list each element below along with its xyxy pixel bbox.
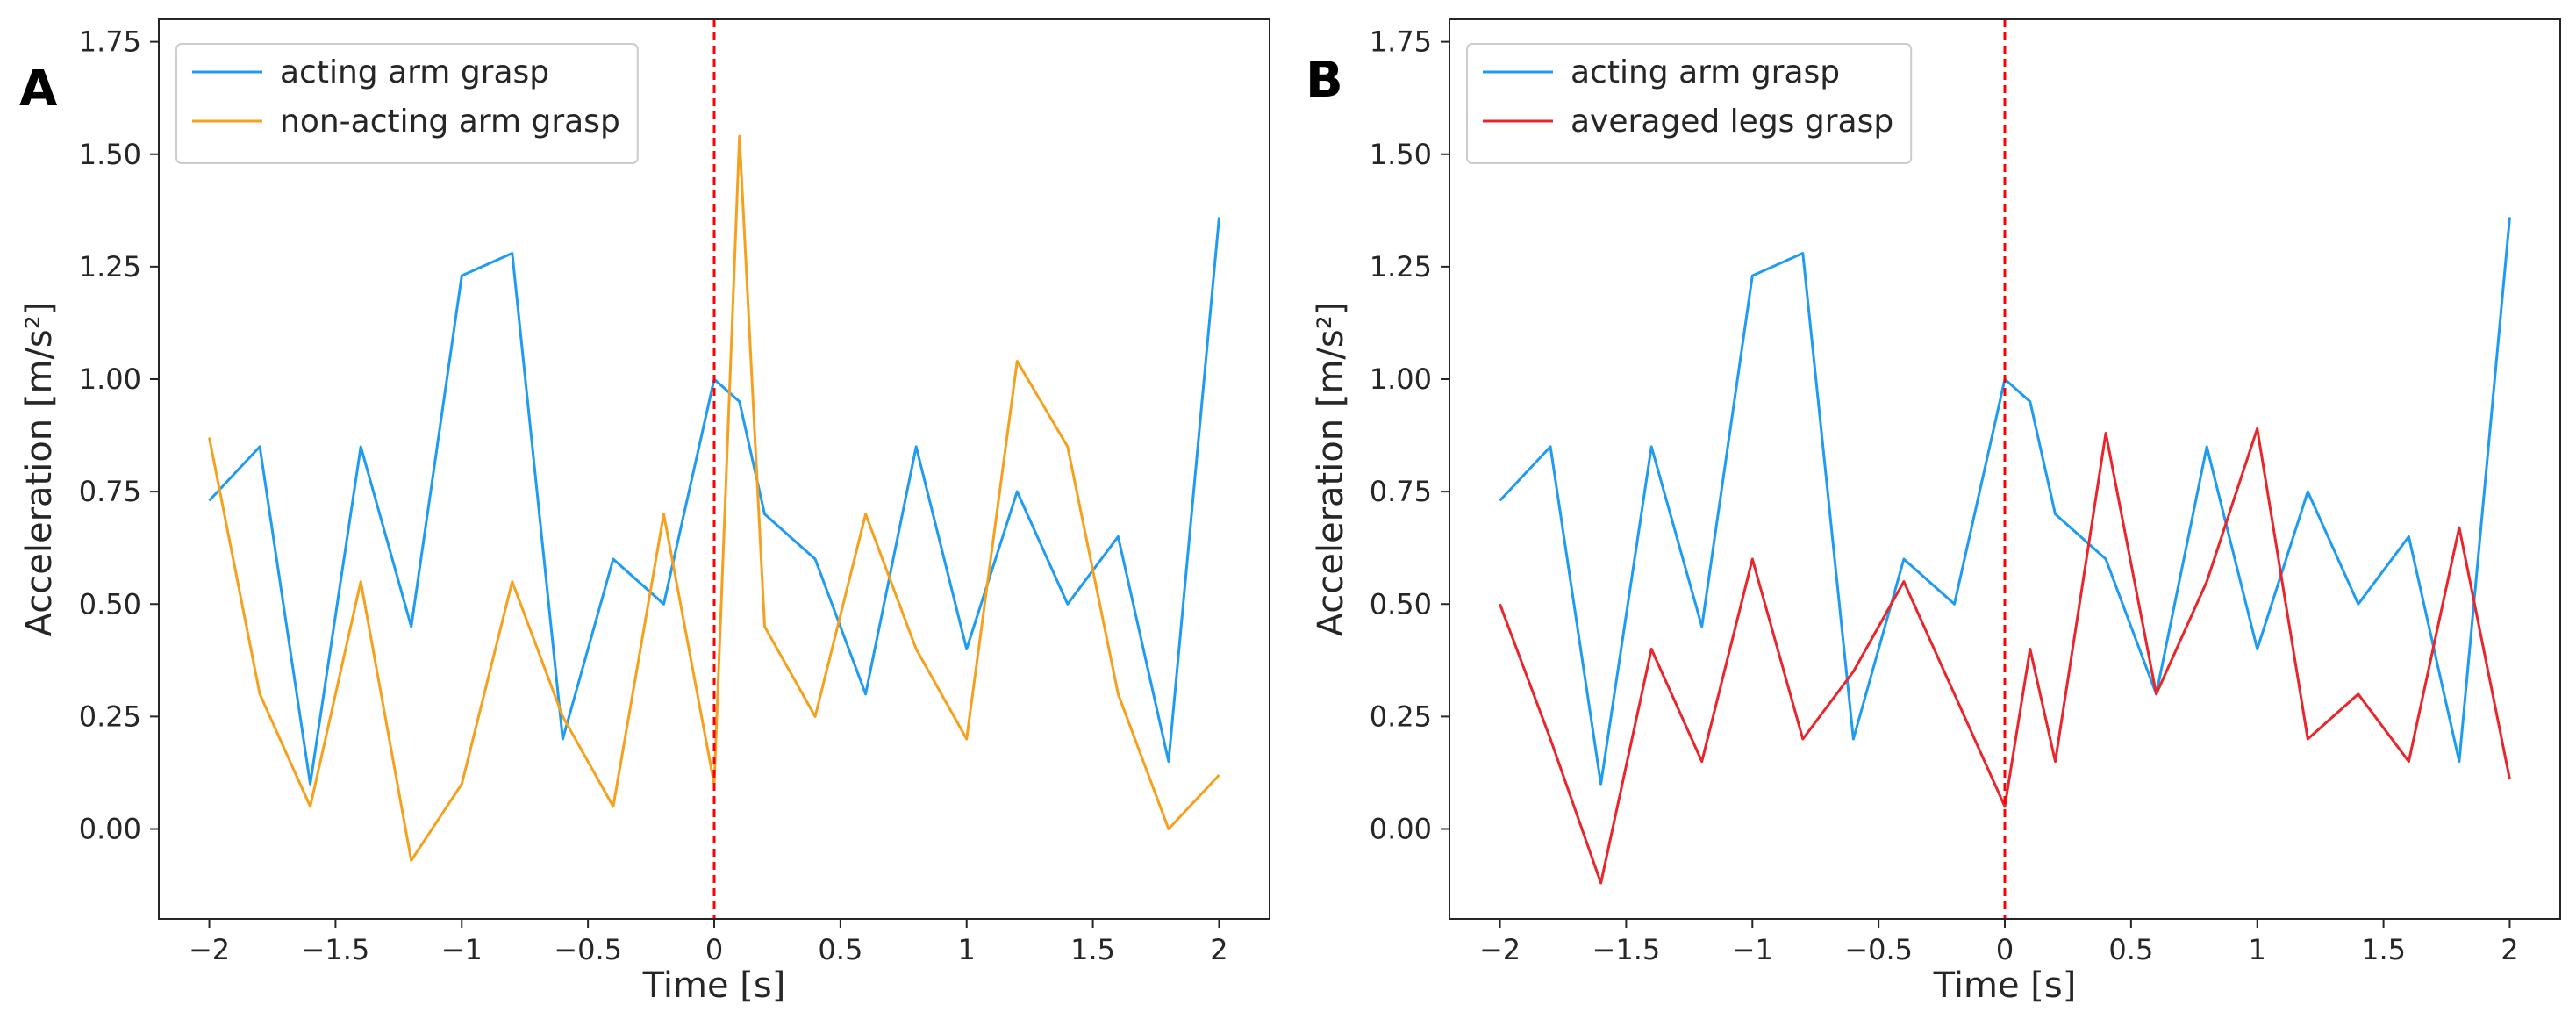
legend-entry: averaged legs grasp [1571, 104, 1893, 140]
x-tick-label: −1 [441, 933, 483, 966]
x-axis-label: Time [s] [1933, 965, 2077, 1006]
x-tick-label: −2 [1479, 933, 1521, 966]
y-tick-label: 1.50 [79, 138, 141, 171]
chart-panel-a: −2 −1.5 −1 −0.5 0 0.5 1 1.5 2 0.00 0.25 0.50 0.75 1.0… [19, 18, 1270, 1006]
x-tick-label: 2 [1210, 933, 1227, 966]
y-tick-label: 0.25 [79, 700, 141, 733]
y-tick-label: 1.25 [1370, 250, 1432, 283]
y-tick-label: 1.00 [1370, 362, 1432, 396]
x-tick-label: 1.5 [2361, 933, 2406, 966]
series-line-acting-arm-grasp [208, 217, 1220, 786]
y-tick-label: 0.25 [1370, 700, 1432, 733]
x-tick-label: 0.5 [2108, 933, 2153, 966]
series-line-acting-arm-grasp [1499, 217, 2511, 786]
x-tick-label: 0 [1996, 933, 2014, 966]
x-tick-label: −1.5 [302, 933, 370, 966]
y-axis-label: Acceleration [m/s²] [1311, 302, 1351, 637]
y-tick-label: 0.50 [1370, 587, 1432, 621]
legend-box [1466, 43, 1913, 164]
y-tick-label: 0.75 [79, 475, 141, 508]
x-tick-label: 0.5 [818, 933, 862, 966]
x-tick-label: 1 [958, 933, 976, 966]
y-tick-label: 0.75 [1370, 475, 1432, 508]
legend-box [175, 43, 639, 164]
panel-label: A [19, 61, 58, 118]
y-tick-label: 1.75 [79, 25, 141, 59]
series-line-non-acting-arm-grasp [208, 134, 1220, 862]
panel-label: B [1306, 52, 1343, 109]
legend-entry: acting arm grasp [280, 54, 549, 90]
x-tick-label: −0.5 [554, 933, 622, 966]
y-tick-label: 1.75 [1370, 25, 1432, 59]
x-tick-label: 1 [2249, 933, 2266, 966]
y-axis-label: Acceleration [m/s²] [19, 302, 60, 637]
x-axis-label: Time [s] [642, 965, 786, 1006]
legend: acting arm grasp non-acting arm grasp [175, 43, 639, 164]
y-tick-label: 1.00 [79, 362, 141, 396]
x-tick-label: −1 [1732, 933, 1773, 966]
x-tick-label: 0 [705, 933, 723, 966]
chart-panel-b: −2 −1.5 −1 −0.5 0 0.5 1 1.5 2 0.00 0.25 0.50 0.75 1.0… [1306, 18, 2561, 1006]
y-tick-label: 0.00 [1370, 813, 1432, 846]
x-tick-label: −0.5 [1844, 933, 1913, 966]
x-tick-label: −2 [189, 933, 230, 966]
y-tick-label: 0.50 [79, 587, 141, 621]
x-tick-label: 2 [2501, 933, 2518, 966]
legend-entry: non-acting arm grasp [280, 104, 620, 140]
x-tick-label: 1.5 [1070, 933, 1115, 966]
series-line-averaged-legs-grasp [1499, 427, 2511, 885]
legend-entry: acting arm grasp [1571, 54, 1840, 90]
y-tick-label: 1.50 [1370, 138, 1432, 171]
y-tick-label: 1.25 [79, 250, 141, 283]
legend: acting arm grasp averaged legs grasp [1466, 43, 1913, 164]
y-tick-label: 0.00 [79, 813, 141, 846]
x-tick-label: −1.5 [1592, 933, 1661, 966]
